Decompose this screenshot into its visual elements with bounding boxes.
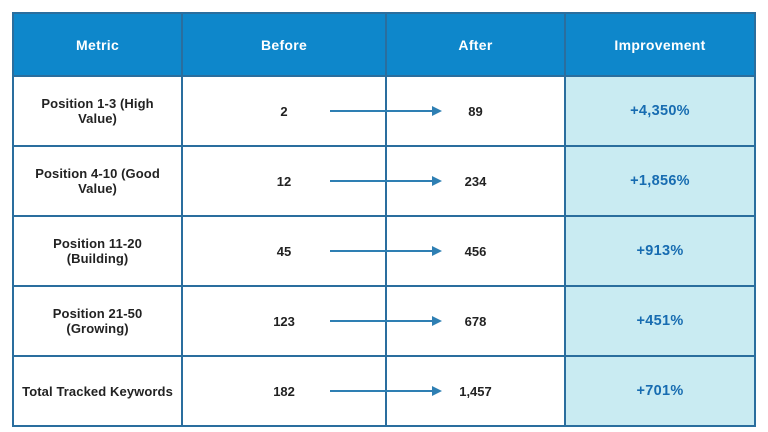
- table-row: Position 11-20 (Building) 45 456 +913%: [14, 215, 754, 285]
- table-header-row: Metric Before After Improvement: [14, 14, 754, 75]
- improvement-value: +451%: [564, 287, 754, 355]
- header-cell-improvement: Improvement: [564, 14, 754, 75]
- header-cell-after: After: [384, 14, 565, 75]
- metric-label: Position 4-10 (Good Value): [35, 166, 160, 196]
- improvement-value: +4,350%: [564, 77, 754, 145]
- metric-label: Position 11-20 (Building): [53, 236, 142, 266]
- improvement-value: +701%: [564, 357, 754, 425]
- before-value: 12: [181, 147, 385, 215]
- table-row: Total Tracked Keywords 182 1,457 +701%: [14, 355, 754, 425]
- after-value: 234: [384, 147, 564, 215]
- before-value: 2: [181, 77, 385, 145]
- improvement-value: +1,856%: [564, 147, 754, 215]
- metric-label: Total Tracked Keywords: [22, 383, 173, 399]
- after-value: 89: [384, 77, 564, 145]
- metric-label: Position 1-3 (High Value): [41, 96, 154, 126]
- after-value: 456: [384, 217, 564, 285]
- seo-keyword-results-table: Metric Before After Improvement Position…: [12, 12, 756, 427]
- after-value: 1,457: [384, 357, 564, 425]
- table-row: Position 4-10 (Good Value) 12 234 +1,856…: [14, 145, 754, 215]
- table-row: Position 21-50 (Growing) 123 678 +451%: [14, 285, 754, 355]
- improvement-value: +913%: [564, 217, 754, 285]
- table-row: Position 1-3 (High Value) 2 89 +4,350%: [14, 75, 754, 145]
- header-cell-metric: Metric: [14, 14, 182, 75]
- before-value: 182: [181, 357, 385, 425]
- metric-label: Position 21-50 (Growing): [52, 306, 143, 336]
- before-value: 45: [181, 217, 385, 285]
- before-value: 123: [181, 287, 385, 355]
- after-value: 678: [384, 287, 564, 355]
- header-cell-before: Before: [181, 14, 385, 75]
